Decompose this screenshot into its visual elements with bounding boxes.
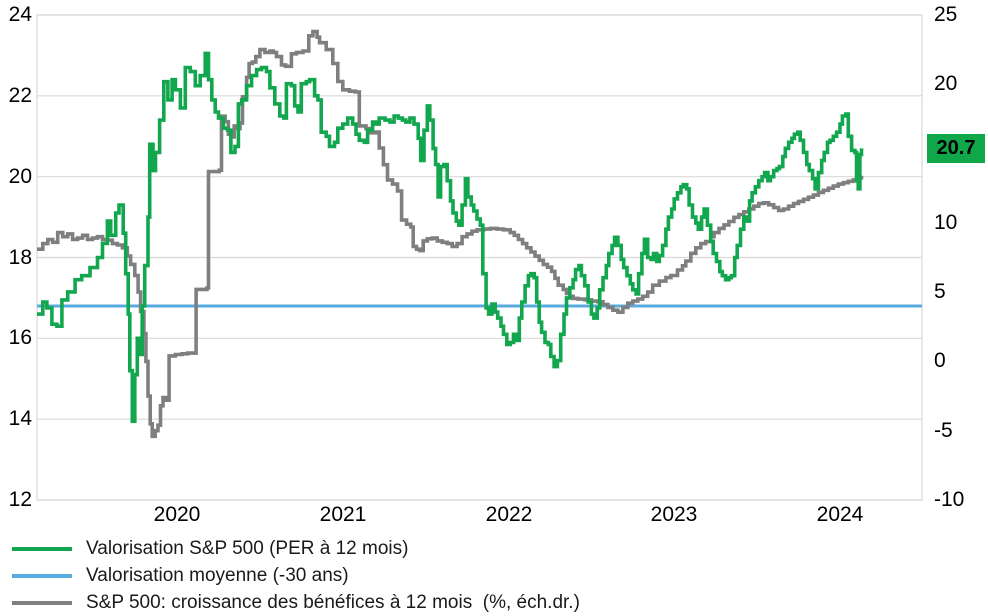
legend-label-croissance: S&P 500: croissance des bénéfices à 12 m… <box>86 591 580 613</box>
legend-label-moyenne: Valorisation moyenne (-30 ans) <box>86 564 349 586</box>
y-right-tick-10: 10 <box>934 211 958 234</box>
y-right-tick-0: 0 <box>934 349 946 372</box>
series-per-line <box>37 51 864 423</box>
series-croissance-line <box>37 29 864 439</box>
legend-swatch-croissance <box>12 600 72 605</box>
y-left-tick-12: 12 <box>8 488 32 511</box>
y-right-tick-25: 25 <box>934 3 958 26</box>
x-tick-2022: 2022 <box>485 503 533 526</box>
y-left-tick-24: 24 <box>8 3 32 26</box>
y-right-tick--5: -5 <box>934 419 953 442</box>
legend-item-croissance: S&P 500: croissance des bénéfices à 12 m… <box>12 590 580 615</box>
legend-label-per: Valorisation S&P 500 (PER à 12 mois) <box>86 537 409 559</box>
y-left-tick-16: 16 <box>8 326 32 349</box>
legend-swatch-per <box>12 546 72 551</box>
legend: Valorisation S&P 500 (PER à 12 mois) Val… <box>12 536 580 615</box>
last-value-badge: 20.7 <box>927 134 985 163</box>
plot-border <box>36 14 923 501</box>
y-left-tick-20: 20 <box>8 165 32 188</box>
x-tick-2023: 2023 <box>650 503 698 526</box>
x-tick-2021: 2021 <box>319 503 367 526</box>
x-tick-2024: 2024 <box>816 503 864 526</box>
y-left-tick-22: 22 <box>8 84 32 107</box>
y-right-tick--10: -10 <box>934 488 965 511</box>
y-right-tick-5: 5 <box>934 280 946 303</box>
x-tick-2020: 2020 <box>153 503 201 526</box>
legend-item-per: Valorisation S&P 500 (PER à 12 mois) <box>12 536 580 561</box>
y-left-tick-18: 18 <box>8 246 32 269</box>
y-right-tick-20: 20 <box>934 72 958 95</box>
legend-item-moyenne: Valorisation moyenne (-30 ans) <box>12 563 580 588</box>
legend-swatch-moyenne <box>12 573 72 578</box>
y-left-tick-14: 14 <box>8 407 32 430</box>
